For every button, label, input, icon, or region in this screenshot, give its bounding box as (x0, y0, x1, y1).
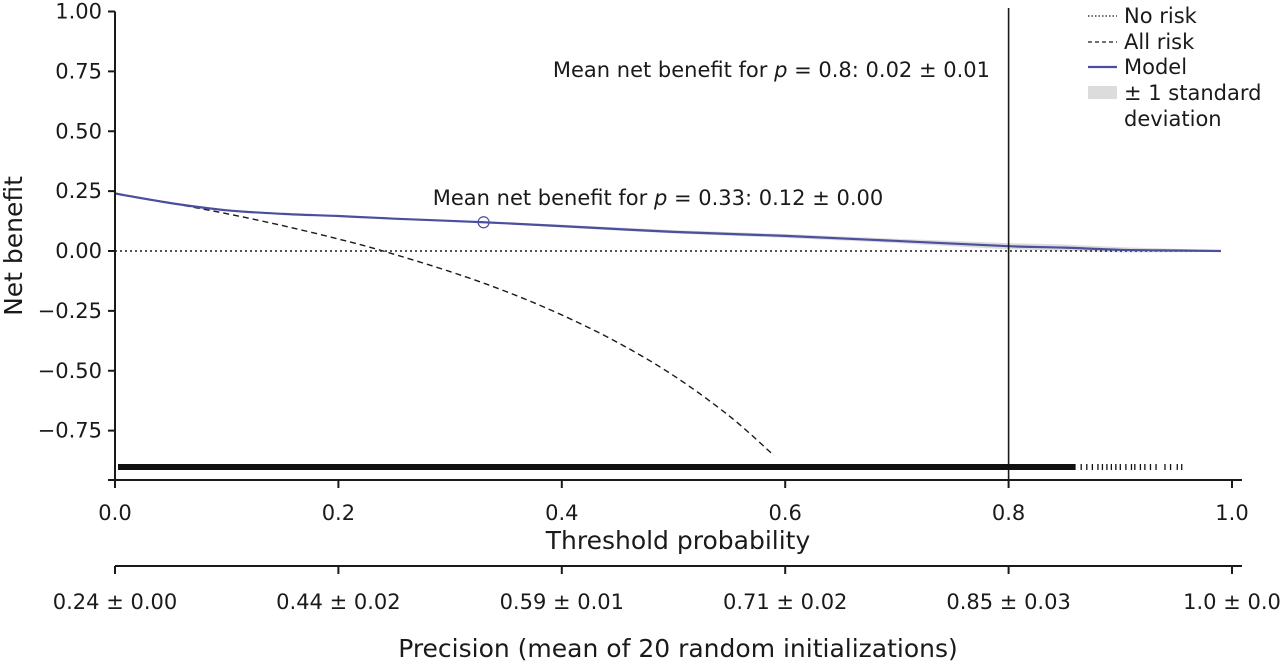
secondary-axis-tick-label: 0.24 ± 0.00 (53, 590, 177, 614)
annotation-mean-net-benefit: Mean net benefit for p = 0.8: 0.02 ± 0.0… (553, 58, 990, 82)
y-tick-label: 0.25 (55, 179, 102, 203)
rug-plot (118, 464, 1183, 470)
legend-label: All risk (1124, 30, 1195, 54)
y-tick-label: 1.00 (55, 0, 102, 24)
y-tick-label: 0.00 (55, 239, 102, 263)
x-tick-label: 0.6 (768, 501, 801, 525)
secondary-axis-tick-label: 0.71 ± 0.02 (723, 590, 847, 614)
legend-item-no-risk: No risk (1088, 4, 1198, 28)
legend-item-all-risk: All risk (1088, 30, 1195, 54)
x-tick-label: 0.8 (992, 501, 1025, 525)
secondary-axis-tick-label: 0.59 ± 0.01 (500, 590, 624, 614)
legend-swatch-band (1088, 86, 1117, 99)
secondary-axis-tick-label: 0.85 ± 0.03 (946, 590, 1070, 614)
legend-label: Model (1124, 55, 1187, 79)
y-tick-label: 0.50 (55, 119, 102, 143)
secondary-axis-title: Precision (mean of 20 random initializat… (398, 634, 958, 663)
rug-dense-band (118, 464, 1076, 470)
x-tick-label: 1.0 (1215, 501, 1248, 525)
x-tick-label: 0.4 (545, 501, 578, 525)
series-layer (114, 8, 1221, 480)
annotations-layer: Mean net benefit for p = 0.8: 0.02 ± 0.0… (433, 58, 990, 210)
y-tick-label: −0.75 (38, 419, 102, 443)
annotation-mean-net-benefit: Mean net benefit for p = 0.33: 0.12 ± 0.… (433, 186, 883, 210)
x-axis-title: Threshold probability (545, 526, 811, 555)
legend-item-model: Model (1088, 55, 1187, 79)
y-tick-label: 0.75 (55, 59, 102, 83)
secondary-axis-tick-label: 0.44 ± 0.02 (276, 590, 400, 614)
y-axis-title: Net benefit (0, 176, 28, 316)
axes-layer: 1.00 0.75 0.50 0.25 0.00 −0.25 −0.50 −0.75 0.0 0.… (38, 0, 1280, 614)
legend-label-line2: deviation (1124, 107, 1222, 131)
x-tick-label: 0.2 (322, 501, 355, 525)
x-tick-label: 0.0 (98, 501, 131, 525)
legend-label: No risk (1124, 4, 1198, 28)
legend-label: ± 1 standard (1124, 81, 1261, 105)
y-tick-label: −0.25 (38, 299, 102, 323)
y-tick-label: −0.50 (38, 359, 102, 383)
marker-open-circle (477, 216, 490, 229)
series-model-line (114, 192, 1221, 253)
series-all-risk-line (114, 192, 775, 457)
secondary-axis-tick-label: 1.0 ± 0.0 (1183, 590, 1280, 614)
